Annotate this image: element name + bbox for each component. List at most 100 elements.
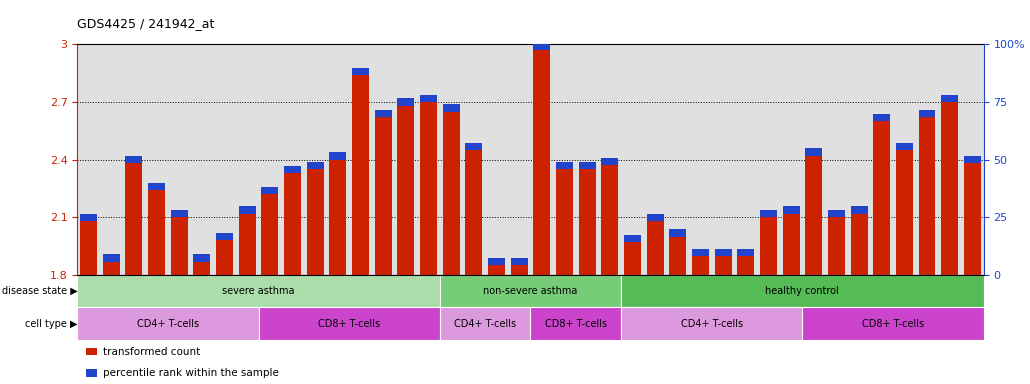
Bar bbox=[126, 164, 142, 275]
Bar bbox=[783, 206, 799, 214]
Text: CD8+ T-cells: CD8+ T-cells bbox=[545, 319, 607, 329]
Bar bbox=[919, 110, 935, 117]
Bar bbox=[284, 173, 301, 275]
Bar bbox=[941, 102, 958, 275]
Bar bbox=[443, 111, 459, 275]
Bar bbox=[896, 150, 913, 275]
Bar bbox=[873, 114, 890, 121]
Bar bbox=[534, 43, 550, 50]
Bar bbox=[148, 183, 165, 190]
Bar bbox=[171, 210, 187, 217]
Bar bbox=[624, 242, 641, 275]
Bar bbox=[534, 50, 550, 275]
Bar bbox=[284, 166, 301, 173]
Bar bbox=[87, 369, 97, 377]
Bar bbox=[579, 162, 595, 169]
Bar bbox=[262, 194, 278, 275]
Bar bbox=[171, 217, 187, 275]
Text: CD8+ T-cells: CD8+ T-cells bbox=[862, 319, 924, 329]
Bar bbox=[737, 248, 754, 256]
Text: CD4+ T-cells: CD4+ T-cells bbox=[681, 319, 743, 329]
Bar bbox=[511, 258, 527, 265]
Text: healthy control: healthy control bbox=[765, 286, 839, 296]
Bar bbox=[760, 217, 777, 275]
Bar bbox=[330, 152, 346, 160]
Bar bbox=[715, 256, 731, 275]
Bar bbox=[398, 106, 414, 275]
Bar bbox=[80, 214, 97, 221]
Bar bbox=[420, 94, 437, 102]
Bar bbox=[148, 190, 165, 275]
Bar bbox=[828, 217, 845, 275]
Bar bbox=[262, 187, 278, 194]
Bar bbox=[851, 214, 867, 275]
Bar bbox=[194, 254, 210, 262]
Text: non-severe asthma: non-severe asthma bbox=[483, 286, 578, 296]
Bar bbox=[760, 210, 777, 217]
Bar bbox=[307, 162, 323, 169]
Text: GDS4425 / 241942_at: GDS4425 / 241942_at bbox=[77, 17, 214, 30]
Bar bbox=[602, 166, 618, 275]
Bar bbox=[103, 254, 119, 262]
Bar bbox=[896, 143, 913, 150]
Bar bbox=[670, 237, 686, 275]
Text: severe asthma: severe asthma bbox=[222, 286, 295, 296]
Bar bbox=[77, 308, 259, 340]
Bar bbox=[488, 265, 505, 275]
Bar bbox=[828, 210, 845, 217]
Bar bbox=[692, 256, 709, 275]
Bar bbox=[624, 235, 641, 242]
Bar bbox=[715, 248, 731, 256]
Bar bbox=[530, 308, 621, 340]
Bar bbox=[511, 265, 527, 275]
Text: CD4+ T-cells: CD4+ T-cells bbox=[454, 319, 516, 329]
Bar bbox=[440, 275, 621, 308]
Bar bbox=[556, 169, 573, 275]
Bar bbox=[216, 240, 233, 275]
Bar bbox=[307, 169, 323, 275]
Bar bbox=[466, 143, 482, 150]
Text: transformed count: transformed count bbox=[103, 347, 200, 357]
Bar bbox=[420, 102, 437, 275]
Bar bbox=[466, 150, 482, 275]
Bar bbox=[692, 248, 709, 256]
Bar bbox=[375, 117, 391, 275]
Bar bbox=[851, 206, 867, 214]
Bar bbox=[440, 308, 530, 340]
Bar bbox=[398, 98, 414, 106]
Text: CD8+ T-cells: CD8+ T-cells bbox=[318, 319, 380, 329]
Bar bbox=[805, 156, 822, 275]
Bar bbox=[330, 160, 346, 275]
Bar bbox=[783, 214, 799, 275]
Bar bbox=[737, 256, 754, 275]
Bar bbox=[964, 156, 981, 164]
Bar bbox=[87, 348, 97, 356]
Bar bbox=[805, 149, 822, 156]
Bar bbox=[352, 68, 369, 75]
Bar bbox=[126, 156, 142, 164]
Bar bbox=[964, 164, 981, 275]
Bar bbox=[873, 121, 890, 275]
Bar bbox=[216, 233, 233, 240]
Bar bbox=[77, 275, 440, 308]
Bar bbox=[352, 75, 369, 275]
Bar bbox=[103, 262, 119, 275]
Bar bbox=[239, 206, 255, 214]
Bar bbox=[647, 221, 663, 275]
Bar bbox=[621, 275, 984, 308]
Text: disease state ▶: disease state ▶ bbox=[1, 286, 77, 296]
Text: cell type ▶: cell type ▶ bbox=[25, 319, 77, 329]
Text: percentile rank within the sample: percentile rank within the sample bbox=[103, 368, 278, 378]
Text: CD4+ T-cells: CD4+ T-cells bbox=[137, 319, 199, 329]
Bar bbox=[647, 214, 663, 221]
Bar bbox=[802, 308, 984, 340]
Bar bbox=[556, 162, 573, 169]
Bar bbox=[941, 94, 958, 102]
Bar bbox=[579, 169, 595, 275]
Bar bbox=[488, 258, 505, 265]
Bar bbox=[443, 104, 459, 111]
Bar bbox=[621, 308, 802, 340]
Bar bbox=[670, 229, 686, 237]
Bar bbox=[80, 221, 97, 275]
Bar bbox=[375, 110, 391, 117]
